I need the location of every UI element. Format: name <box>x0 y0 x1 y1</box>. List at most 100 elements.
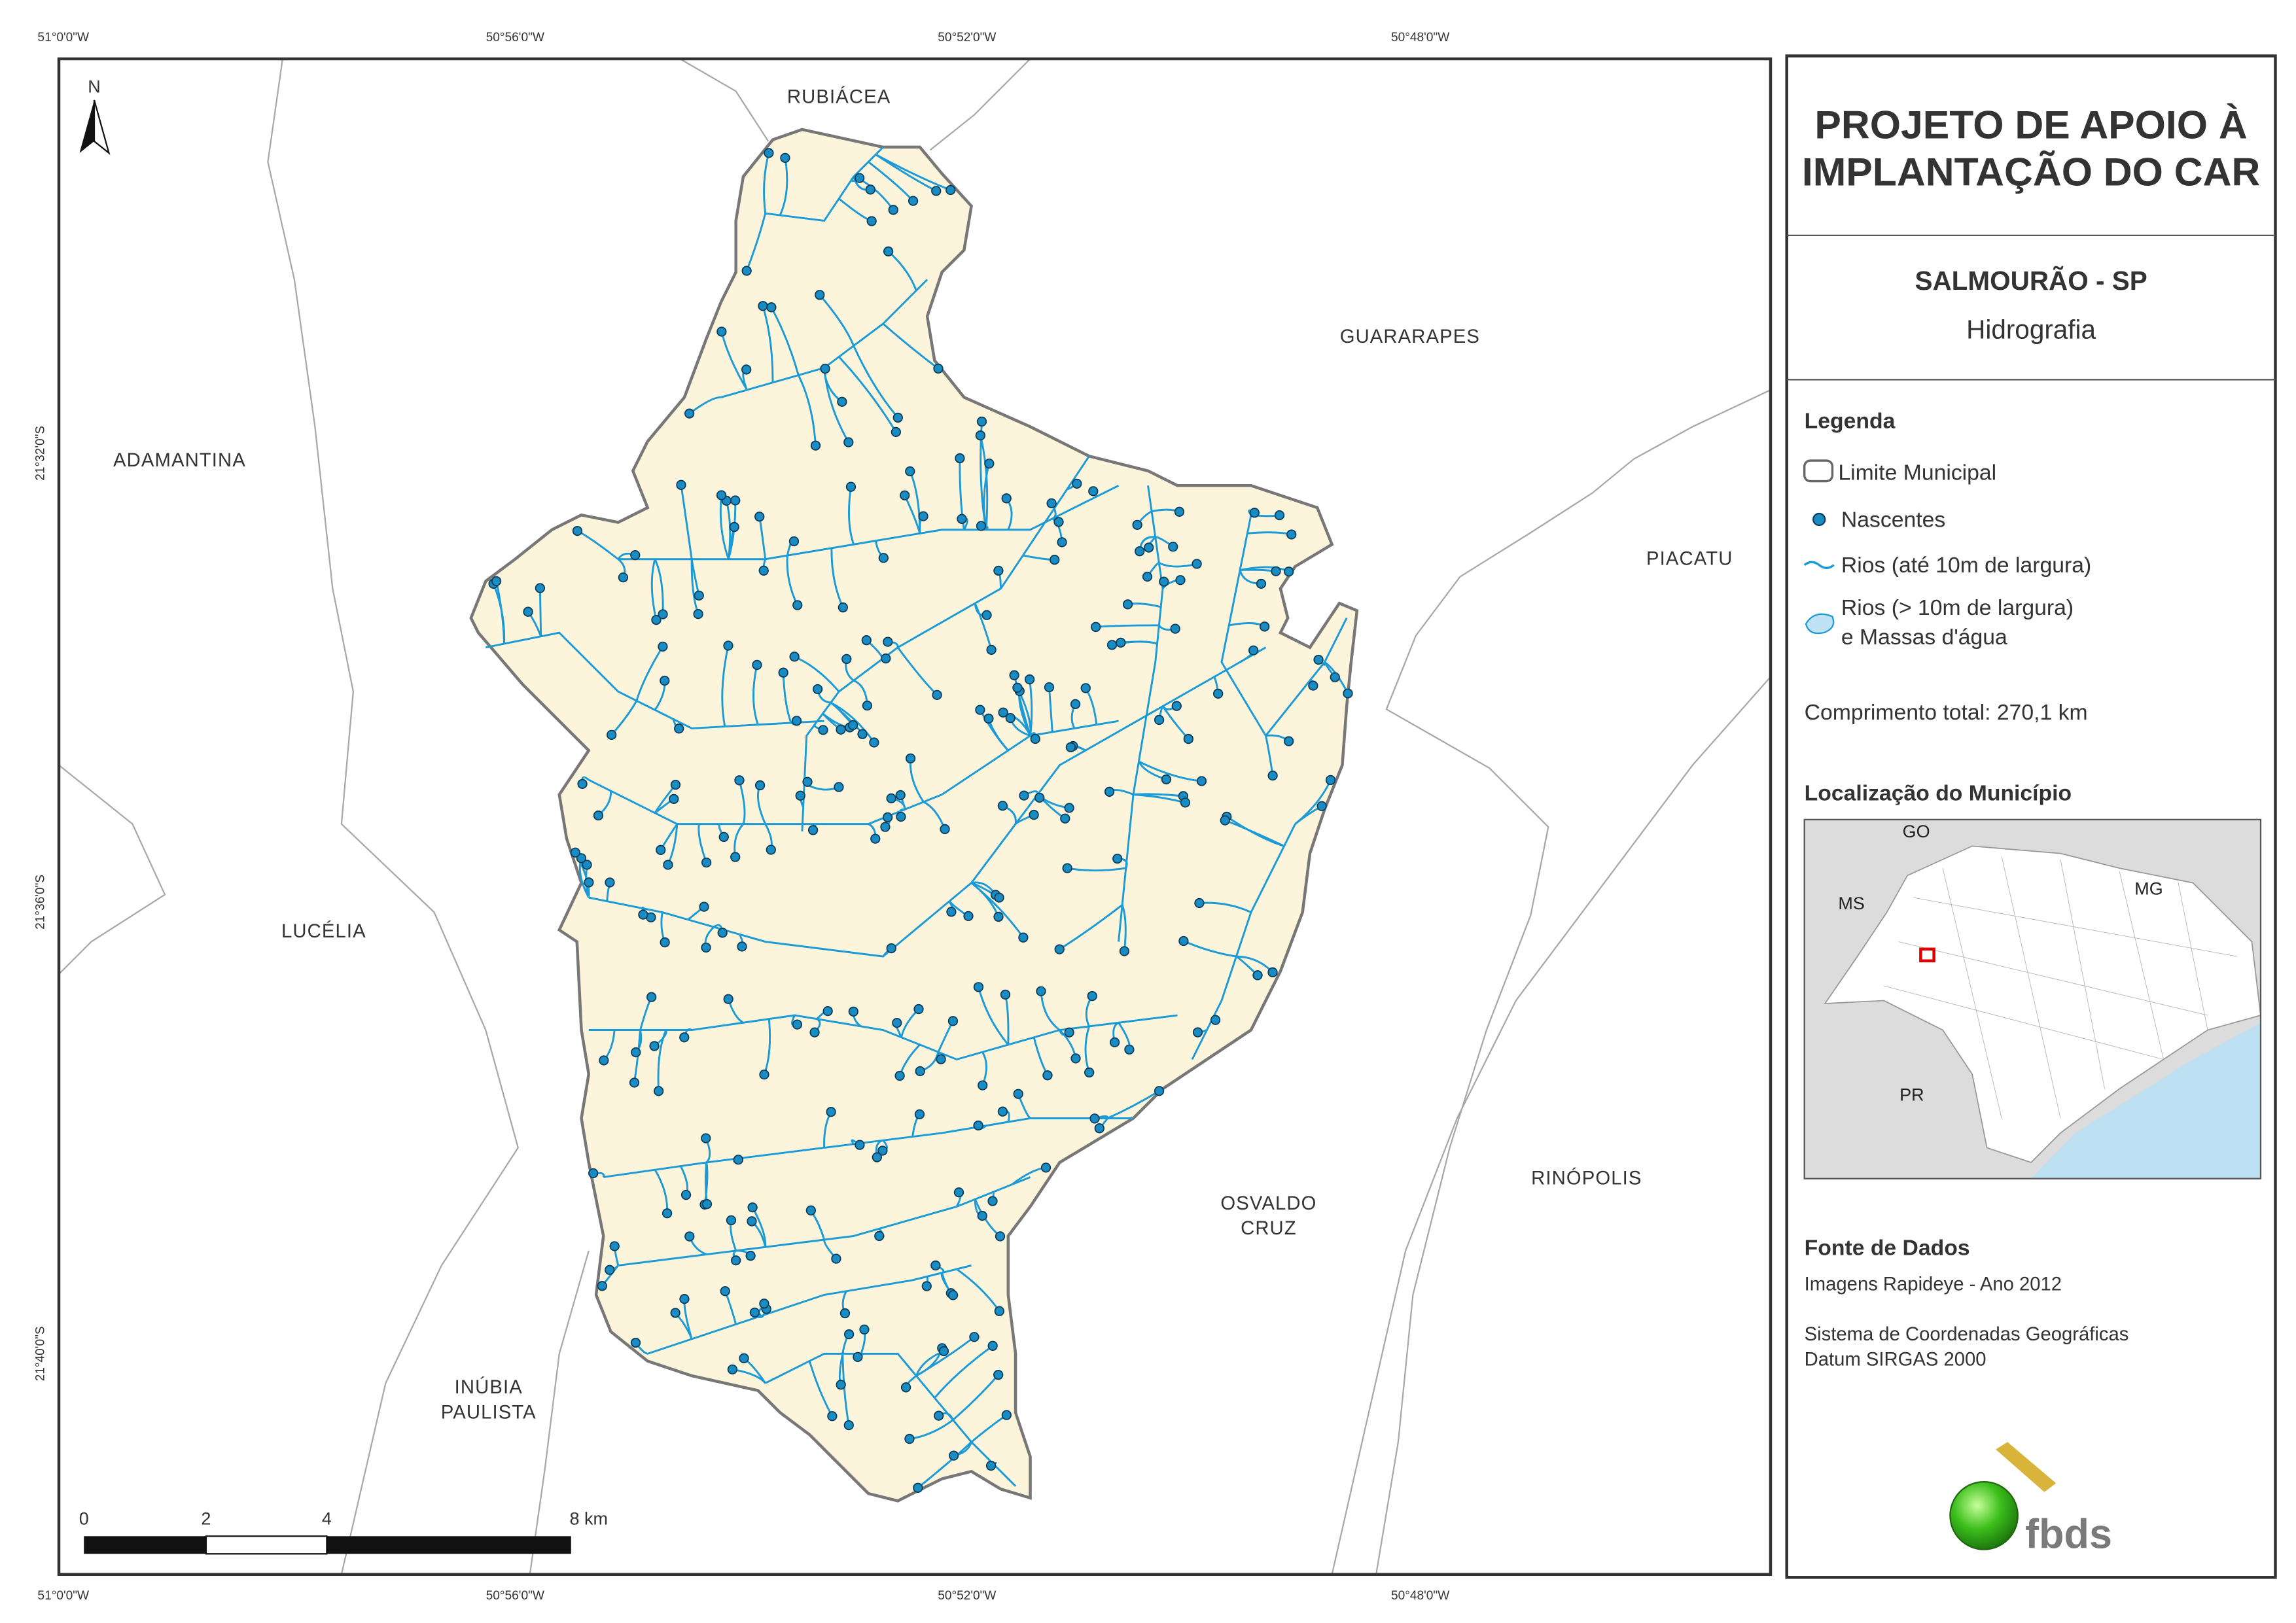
spring <box>933 363 944 374</box>
spring <box>1175 575 1186 585</box>
spring <box>891 427 902 438</box>
spring <box>1210 1015 1221 1025</box>
river <box>1220 514 1348 738</box>
spring <box>993 1370 1004 1380</box>
spring <box>812 684 823 695</box>
spring <box>838 602 848 613</box>
place-name: RINÓPOLIS <box>1531 1168 1642 1189</box>
spring <box>981 610 992 620</box>
spring <box>582 860 592 870</box>
spring <box>1109 1037 1120 1048</box>
spring <box>1036 986 1046 996</box>
spring <box>1013 1089 1023 1099</box>
coordinates: 51°0'0"W 50°56'0"W 50°52'0"W 50°48'0"W 5… <box>34 31 1450 1603</box>
spring <box>861 635 872 646</box>
spring <box>1159 576 1169 587</box>
spring <box>1248 645 1259 655</box>
spring <box>1271 566 1281 576</box>
spring <box>758 301 768 311</box>
spring <box>491 576 502 587</box>
tributary <box>934 1345 994 1399</box>
tributary <box>738 780 746 825</box>
source-line: Imagens Rapideye - Ano 2012 <box>1805 1274 2062 1295</box>
spring <box>1089 1113 1100 1124</box>
spring <box>701 1133 711 1143</box>
spring <box>1192 1027 1203 1038</box>
spring <box>717 928 728 938</box>
spring <box>859 1324 870 1335</box>
spring <box>653 1086 664 1096</box>
legend-item: Rios (> 10m de largura) <box>1841 595 2074 620</box>
municipality: SALMOURÃO - SP <box>1915 266 2147 296</box>
spring <box>895 790 906 801</box>
spring <box>963 911 974 921</box>
spring <box>900 490 910 500</box>
spring <box>998 707 1008 718</box>
spring <box>1065 742 1076 752</box>
spring <box>1330 672 1340 682</box>
spring <box>994 1306 1004 1316</box>
spring <box>1034 792 1045 803</box>
spring <box>1042 1070 1053 1081</box>
spring <box>741 364 752 375</box>
logo: fbds <box>1949 1442 2112 1557</box>
panel-title: IMPLANTAÇÃO DO CAR <box>1802 149 2260 194</box>
place-name: INÚBIA <box>455 1376 523 1398</box>
spring <box>1064 1027 1074 1038</box>
spring <box>872 1152 882 1162</box>
spring <box>904 1433 915 1444</box>
sources-title: Fonte de Dados <box>1805 1236 1970 1261</box>
spring <box>855 1140 865 1150</box>
spring <box>914 1109 925 1120</box>
spring <box>701 1198 713 1210</box>
spring <box>1084 1067 1095 1078</box>
spring <box>716 490 727 500</box>
spring <box>739 1353 749 1363</box>
coord-bottom: 50°48'0"W <box>1391 1589 1449 1603</box>
tributary <box>745 213 767 271</box>
tributary <box>841 1353 850 1425</box>
spring <box>1249 508 1260 518</box>
tributary <box>970 882 1025 939</box>
panel-title: PROJETO DE APOIO À <box>1814 102 2247 147</box>
spring <box>734 775 745 786</box>
place-name: ADAMANTINA <box>113 450 246 471</box>
spring <box>609 1241 620 1251</box>
spring <box>749 1307 760 1318</box>
spring <box>1029 809 1039 820</box>
spring <box>975 430 986 441</box>
spring <box>747 1202 758 1213</box>
spring <box>1091 621 1101 633</box>
spring <box>1192 559 1202 569</box>
spring <box>662 1208 673 1219</box>
spring <box>699 901 709 912</box>
coord-top: 50°52'0"W <box>938 31 996 44</box>
spring <box>913 1003 924 1015</box>
spring <box>805 1205 816 1215</box>
north-label: N <box>88 77 101 97</box>
coord-bottom: 50°52'0"W <box>938 1589 996 1603</box>
north-arrow-right <box>93 99 111 155</box>
spring <box>733 1155 744 1165</box>
spring <box>792 1019 803 1030</box>
spring <box>1220 815 1230 826</box>
spring <box>694 590 704 601</box>
north-arrow-left <box>79 99 94 153</box>
spring <box>1252 970 1263 981</box>
spring <box>588 1168 599 1179</box>
spring <box>766 845 776 855</box>
spring <box>995 1231 1006 1242</box>
spring <box>1194 898 1205 909</box>
inset-label: GO <box>1903 822 1930 841</box>
tributary <box>720 331 748 391</box>
spring <box>993 565 1004 576</box>
scale-seg <box>84 1536 206 1554</box>
spring <box>716 326 727 337</box>
legend-item: Nascentes <box>1841 507 1945 532</box>
spring <box>788 536 800 547</box>
spring <box>1057 537 1067 548</box>
inset-municipalities <box>1884 856 2238 1119</box>
spring <box>593 810 604 821</box>
spring <box>834 782 844 792</box>
spring <box>759 1299 769 1309</box>
